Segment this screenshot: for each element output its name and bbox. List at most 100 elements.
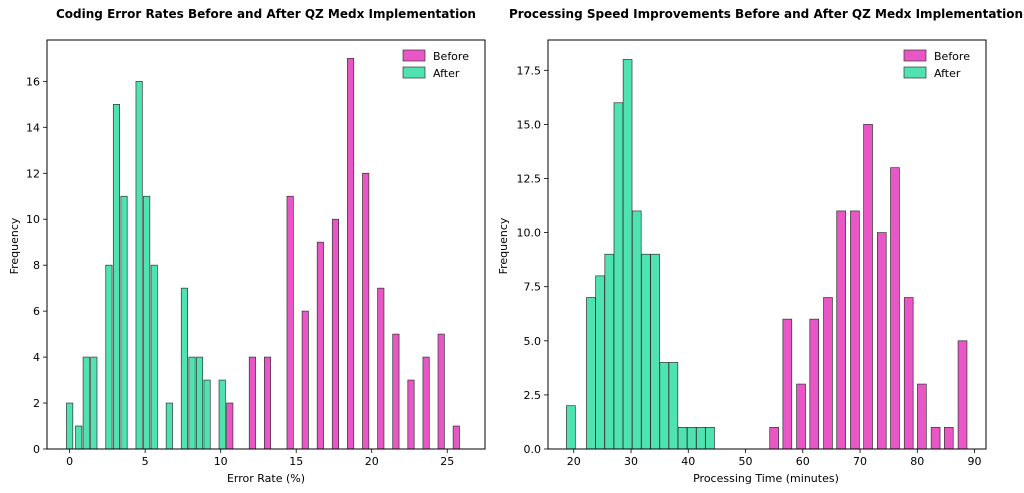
bar-before — [422, 356, 430, 450]
bar-before — [890, 167, 900, 450]
bar-before — [782, 318, 793, 450]
bar-before — [347, 58, 355, 450]
bar-after — [112, 103, 120, 450]
bar-after — [82, 356, 90, 450]
y-tick-label: 0.0 — [524, 443, 542, 456]
y-tick-label: 2 — [33, 397, 40, 410]
bar-after — [203, 379, 211, 450]
bar-after — [696, 427, 706, 450]
y-tick-label: 8 — [33, 259, 40, 272]
y-axis-label: Frequency — [497, 217, 510, 274]
bar-after — [705, 427, 715, 450]
y-tick-label: 0 — [33, 443, 40, 456]
bar-before — [286, 195, 294, 450]
legend-swatch-after — [402, 66, 426, 79]
legend-label-before: Before — [433, 50, 469, 63]
legend-label-after: After — [433, 67, 460, 80]
bar-before — [226, 402, 234, 450]
y-tick-label: 4 — [33, 351, 40, 364]
y-tick-label: 2.5 — [524, 389, 542, 402]
y-tick-label: 16 — [26, 75, 40, 88]
x-tick-label: 60 — [796, 455, 810, 468]
legend-swatch-before — [402, 49, 426, 62]
bar-after — [143, 195, 151, 450]
x-tick-label: 30 — [624, 455, 638, 468]
chart-title: Processing Speed Improvements Before and… — [509, 7, 1023, 21]
y-tick-label: 10.0 — [517, 227, 542, 240]
y-tick-label: 14 — [26, 121, 40, 134]
bar-before — [263, 356, 272, 450]
y-tick-label: 12.5 — [517, 172, 542, 185]
bar-after — [622, 59, 633, 450]
bar-before — [301, 310, 309, 450]
bar-after — [90, 356, 98, 450]
bar-before — [769, 427, 779, 450]
bar-before — [836, 210, 846, 450]
bar-after — [180, 287, 188, 450]
y-tick-label: 7.5 — [524, 281, 542, 294]
x-tick-label: 90 — [968, 455, 982, 468]
bar-before — [248, 356, 256, 450]
x-tick-label: 15 — [289, 455, 303, 468]
bar-before — [362, 172, 370, 450]
bar-after — [631, 210, 642, 450]
bar-before — [877, 232, 887, 450]
bar-before — [452, 425, 460, 450]
bar-after — [566, 405, 576, 450]
x-tick-label: 70 — [853, 455, 867, 468]
bar-before — [796, 383, 806, 450]
legend-swatch-before — [903, 49, 927, 62]
x-tick-label: 40 — [681, 455, 695, 468]
bar-before — [407, 379, 415, 450]
bar-after — [686, 427, 697, 450]
bar-after — [150, 264, 158, 450]
bar-before — [331, 218, 339, 450]
chart-title: Coding Error Rates Before and After QZ M… — [56, 7, 476, 21]
bar-before — [943, 427, 954, 450]
bar-after — [668, 362, 679, 450]
bar-after — [613, 102, 624, 450]
x-tick-label: 10 — [214, 455, 228, 468]
axes-frame — [46, 39, 486, 450]
bar-before — [392, 333, 400, 450]
x-tick-label: 20 — [365, 455, 379, 468]
bar-before — [377, 287, 385, 450]
x-tick-label: 50 — [739, 455, 753, 468]
plot-area: 0 5 10 15 20 25 0 2 4 6 8 10 12 14 16 Before After — [26, 39, 486, 468]
bar-after — [165, 402, 173, 450]
bar-after — [659, 362, 670, 450]
bar-before — [917, 383, 927, 450]
bar-before — [316, 241, 324, 450]
x-axis-label: Processing Time (minutes) — [693, 472, 839, 485]
bar-before — [930, 427, 941, 450]
bar-after — [196, 356, 204, 450]
bar-before — [863, 124, 873, 450]
bar-after — [75, 425, 83, 450]
bar-after — [650, 253, 660, 450]
y-tick-label: 5.0 — [524, 335, 542, 348]
bar-after — [66, 402, 74, 450]
x-tick-label: 80 — [910, 455, 924, 468]
bar-before — [850, 210, 860, 450]
error-rate-histogram: Coding Error Rates Before and After QZ M… — [8, 7, 486, 485]
axes-frame — [547, 39, 987, 450]
bar-after — [586, 297, 596, 450]
bar-after — [188, 356, 196, 450]
bar-after — [677, 427, 688, 450]
bar-after — [641, 253, 651, 450]
legend-label-after: After — [934, 67, 961, 80]
processing-time-histogram: Processing Speed Improvements Before and… — [497, 7, 1023, 485]
x-tick-label: 20 — [567, 455, 581, 468]
y-tick-label: 10 — [26, 213, 40, 226]
y-tick-label: 6 — [33, 305, 40, 318]
bar-before — [903, 297, 914, 450]
bar-after — [135, 81, 143, 450]
bar-after — [218, 379, 226, 450]
x-tick-label: 5 — [142, 455, 149, 468]
y-tick-label: 17.5 — [517, 64, 542, 77]
bar-after — [604, 253, 615, 450]
legend-swatch-after — [903, 66, 927, 79]
bar-before — [809, 318, 820, 450]
bar-before — [437, 333, 445, 450]
bar-before — [957, 340, 968, 450]
